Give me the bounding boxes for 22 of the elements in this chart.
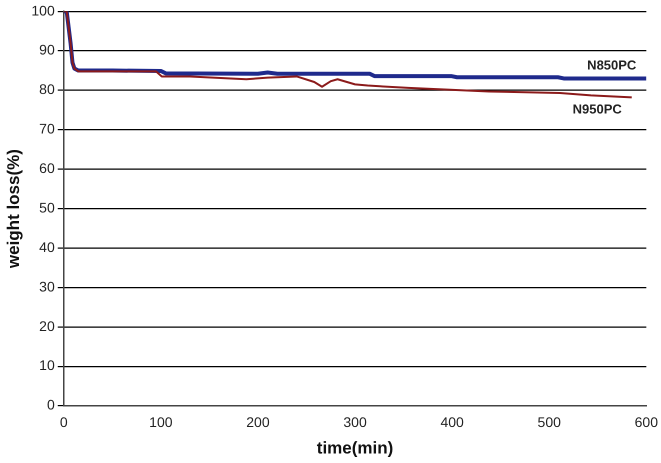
y-tick-label: 80 [39,81,55,98]
x-axis-title: time(min) [316,438,394,458]
y-tick-label: 90 [39,42,55,58]
x-tick-label: 300 [343,414,367,430]
y-tick-label: 20 [39,318,55,334]
y-tick-label: 70 [39,120,55,137]
x-tick-label: 0 [60,414,68,430]
series-label: N950PC [572,101,622,116]
y-tick-label: 50 [39,199,55,216]
y-tick-label: 40 [39,238,55,255]
x-tick-label: 600 [634,414,658,430]
y-tick-label: 100 [31,2,55,18]
y-tick-label: 0 [46,396,55,413]
x-tick-label: 100 [149,414,173,430]
series-label: N850PC [587,58,637,73]
x-tick-label: 500 [538,414,562,430]
y-tick-label: 30 [39,278,55,294]
x-tick-label: 400 [440,414,464,430]
y-axis-title: weight loss(%) [4,149,23,270]
y-tick-label: 60 [39,160,55,176]
x-tick-label: 200 [246,414,270,430]
y-tick-label: 10 [39,357,55,374]
